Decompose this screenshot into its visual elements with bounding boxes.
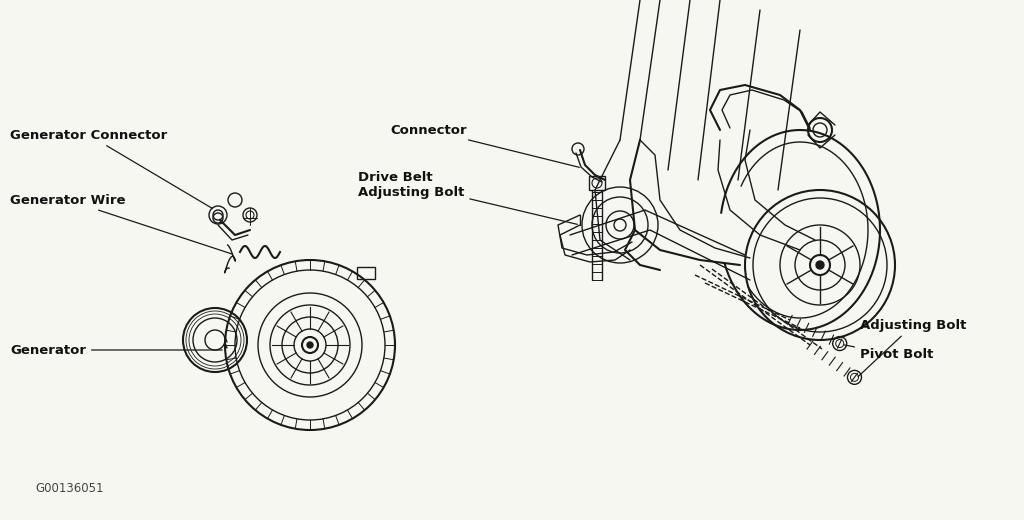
Text: Pivot Bolt: Pivot Bolt: [844, 345, 933, 361]
FancyBboxPatch shape: [589, 176, 605, 190]
Text: Adjusting Bolt: Adjusting Bolt: [858, 318, 967, 376]
Text: Drive Belt
Adjusting Bolt: Drive Belt Adjusting Bolt: [358, 171, 578, 224]
Text: Generator Wire: Generator Wire: [10, 193, 232, 254]
Text: Generator: Generator: [10, 344, 222, 357]
Text: G00136051: G00136051: [35, 482, 103, 495]
Circle shape: [307, 342, 313, 348]
FancyBboxPatch shape: [357, 267, 375, 279]
Text: Generator Connector: Generator Connector: [10, 128, 213, 209]
Circle shape: [816, 261, 824, 269]
Text: Connector: Connector: [390, 124, 580, 167]
